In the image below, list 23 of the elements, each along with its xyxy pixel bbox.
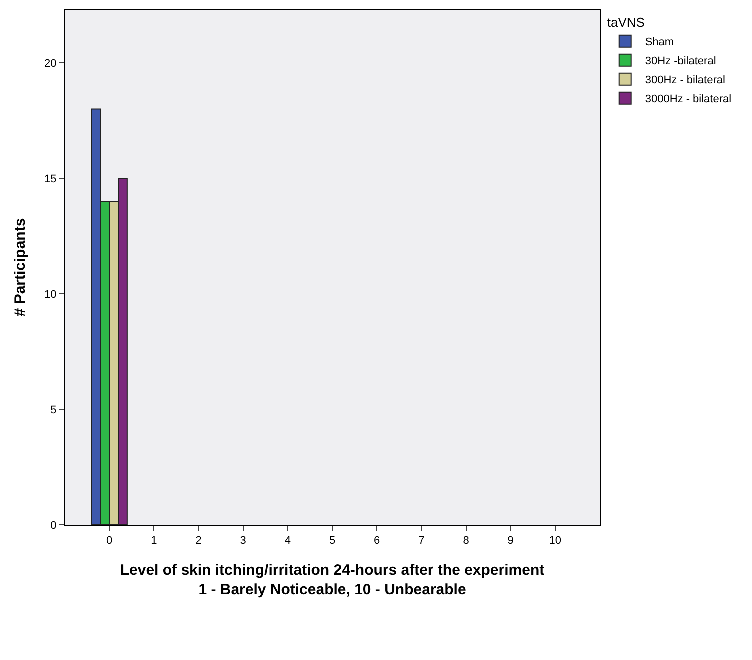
y-tick-label: 10 xyxy=(44,288,57,301)
legend-label: 3000Hz - bilateral xyxy=(645,94,732,106)
x-tick-label: 9 xyxy=(508,535,514,548)
y-tick-label: 15 xyxy=(44,173,57,186)
x-tick-label: 6 xyxy=(374,535,380,548)
y-tick-label: 5 xyxy=(50,404,57,416)
x-tick-label: 4 xyxy=(284,535,291,548)
legend-label: Sham xyxy=(645,36,674,49)
x-tick-label: 0 xyxy=(106,535,113,548)
x-tick-label: 1 xyxy=(151,535,158,548)
x-tick-label: 2 xyxy=(196,535,202,548)
y-tick-label: 0 xyxy=(50,520,57,532)
x-axis-title: Level of skin itching/irritation 24-hours after the experiment 1 - Barely Noticeable, 10 - Unbearable xyxy=(120,562,545,599)
y-tick-label: 20 xyxy=(44,58,57,70)
legend-label: 30Hz -bilateral xyxy=(645,56,716,68)
legend-label: 300Hz - bilateral xyxy=(645,74,726,87)
x-tick-label: 7 xyxy=(418,535,425,548)
x-tick-label: 3 xyxy=(240,535,246,548)
x-tick-label: 8 xyxy=(463,535,470,548)
y-axis-title: # Participants xyxy=(12,218,29,317)
legend-title: taVNS xyxy=(607,14,646,30)
x-tick-label: 5 xyxy=(329,535,336,548)
x-tick-label: 10 xyxy=(549,535,562,548)
